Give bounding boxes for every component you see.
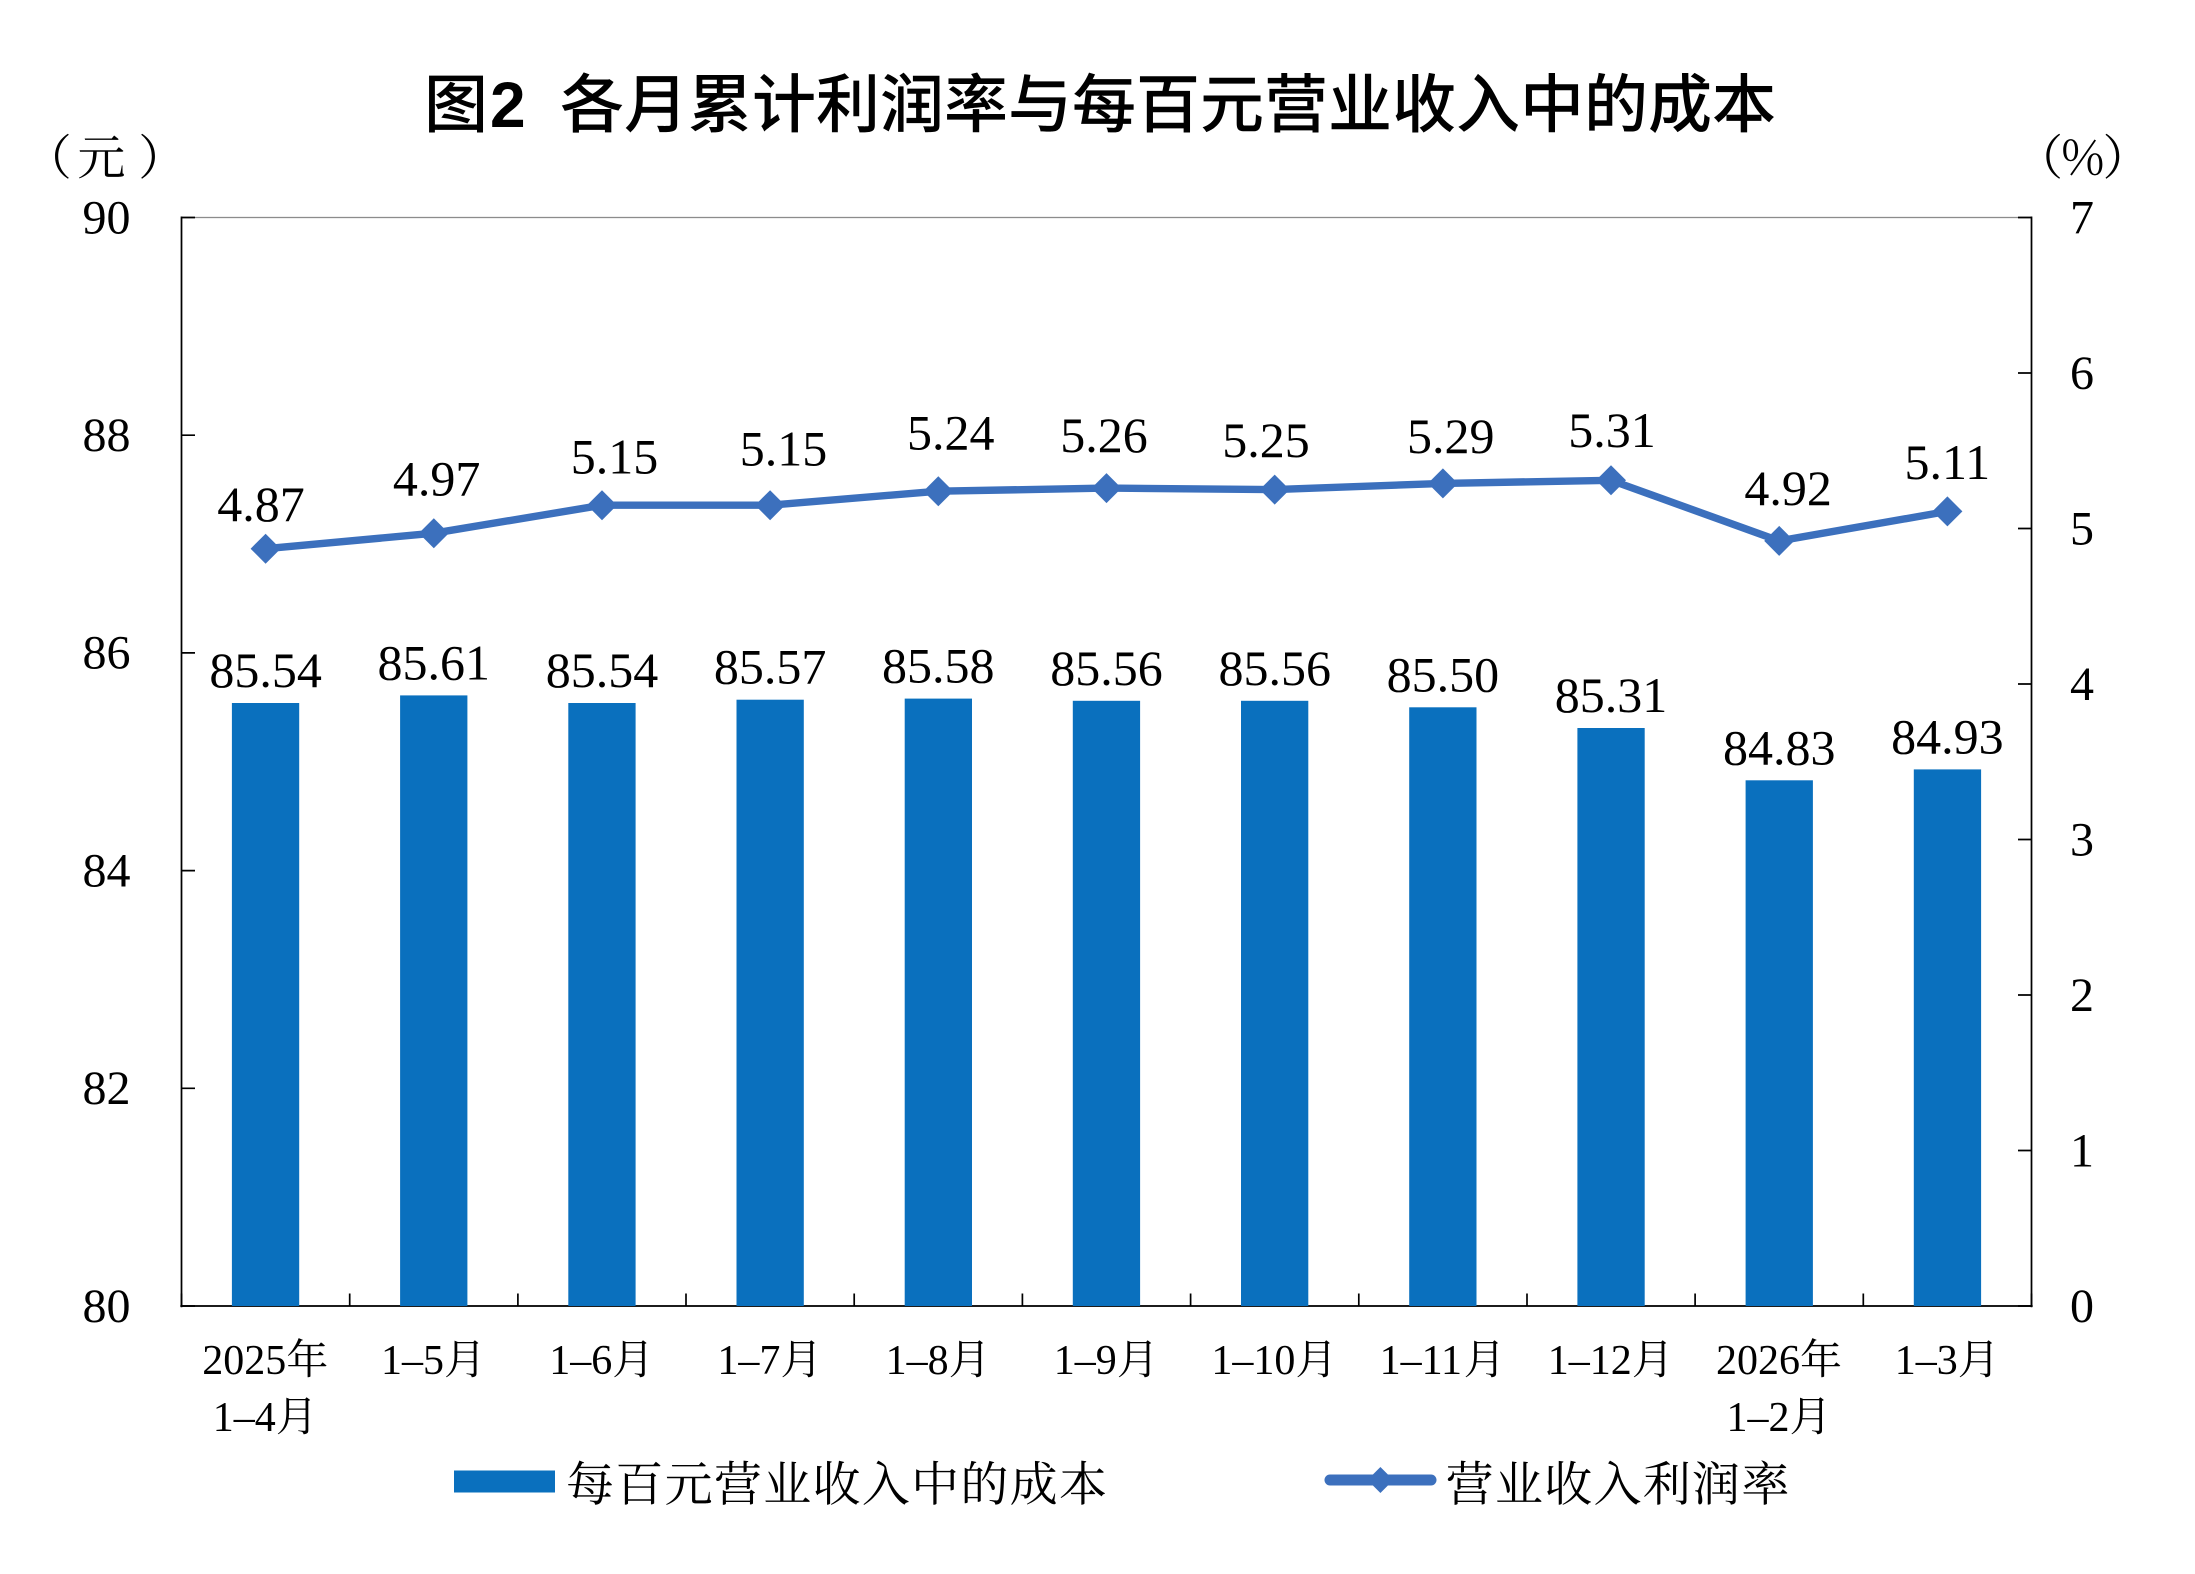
svg-text:6: 6	[2070, 347, 2094, 400]
svg-text:2: 2	[2070, 969, 2094, 1022]
svg-text:1–12: 1–12	[1548, 1338, 1632, 1384]
svg-text:85.56: 85.56	[1050, 640, 1163, 696]
svg-text:5.24: 5.24	[907, 404, 995, 460]
svg-text:1–2: 1–2	[1727, 1395, 1790, 1441]
svg-text:2026: 2026	[1716, 1338, 1800, 1384]
svg-text:0: 0	[2070, 1280, 2094, 1333]
svg-text:82: 82	[83, 1062, 131, 1115]
svg-text:86: 86	[83, 627, 131, 680]
svg-text:1–8: 1–8	[886, 1338, 949, 1384]
svg-text:1–5: 1–5	[381, 1338, 444, 1384]
svg-text:4: 4	[2070, 658, 2094, 711]
svg-text:5.29: 5.29	[1407, 408, 1495, 464]
svg-text:1–6: 1–6	[549, 1338, 612, 1384]
svg-text:5: 5	[2070, 502, 2094, 555]
svg-text:3: 3	[2070, 813, 2094, 866]
svg-text:4.97: 4.97	[393, 451, 481, 507]
svg-text:85.54: 85.54	[546, 642, 659, 698]
svg-text:1: 1	[2070, 1124, 2094, 1177]
svg-text:80: 80	[83, 1280, 131, 1333]
svg-text:4.92: 4.92	[1744, 460, 1832, 516]
svg-text:5.31: 5.31	[1568, 402, 1656, 458]
svg-text:1–3: 1–3	[1895, 1338, 1958, 1384]
svg-text:1–4: 1–4	[213, 1395, 276, 1441]
svg-text:85.50: 85.50	[1387, 646, 1500, 702]
svg-text:85.56: 85.56	[1218, 640, 1331, 696]
svg-text:2025: 2025	[202, 1338, 286, 1384]
svg-text:4.87: 4.87	[217, 476, 305, 532]
svg-text:85.61: 85.61	[378, 634, 491, 690]
svg-text:1–11: 1–11	[1380, 1338, 1462, 1384]
svg-text:85.31: 85.31	[1555, 667, 1668, 723]
svg-text:1–10: 1–10	[1211, 1338, 1295, 1384]
svg-text:84.93: 84.93	[1891, 708, 2004, 764]
svg-text:5.25: 5.25	[1222, 412, 1310, 468]
svg-text:5.26: 5.26	[1060, 407, 1148, 463]
svg-text:1–9: 1–9	[1054, 1338, 1117, 1384]
svg-text:85.58: 85.58	[882, 638, 995, 694]
svg-text:85.54: 85.54	[209, 642, 322, 698]
svg-text:88: 88	[83, 409, 131, 462]
svg-text:7: 7	[2070, 191, 2094, 244]
svg-text:5.15: 5.15	[740, 421, 828, 477]
svg-text:5.15: 5.15	[571, 429, 659, 485]
svg-text:84: 84	[83, 844, 131, 897]
svg-text:84.83: 84.83	[1723, 719, 1836, 775]
svg-text:90: 90	[83, 191, 131, 244]
svg-text:85.57: 85.57	[714, 639, 827, 695]
svg-text:2: 2	[490, 69, 526, 141]
svg-text:5.11: 5.11	[1904, 434, 1990, 490]
svg-text:1–7: 1–7	[717, 1338, 780, 1384]
